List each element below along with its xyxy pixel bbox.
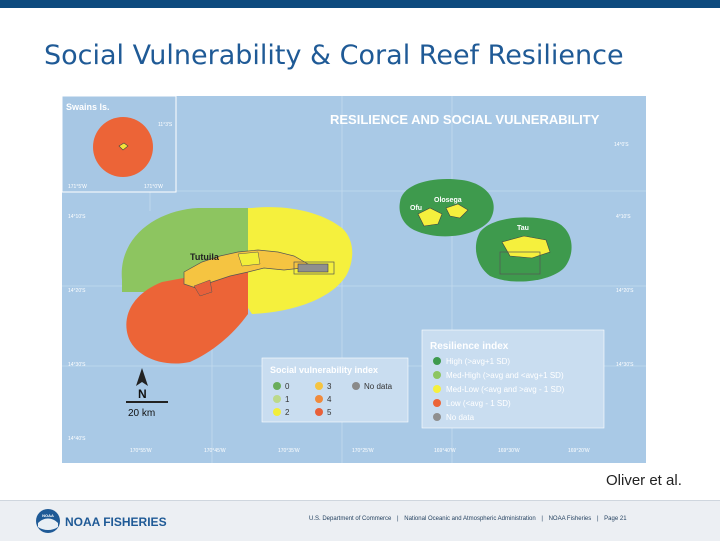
bottom-lon-4: 170°25'W xyxy=(352,448,374,454)
ofu-island xyxy=(417,207,443,227)
tutuila-district-high xyxy=(193,279,213,297)
ofu-label: Ofu xyxy=(410,205,422,212)
map-canvas: RESILIENCE AND SOCIAL VULNERABILITY Swai… xyxy=(62,96,646,463)
social-swatch-nodata xyxy=(352,382,360,390)
bottom-lon-3: 170°35'W xyxy=(278,448,300,454)
swains-lon-right: 171°0'W xyxy=(144,184,163,190)
resilience-legend-label-medhigh: Med-High (>avg and <avg+1 SD) xyxy=(446,371,564,380)
left-lat-4: 14°40'S xyxy=(68,436,86,442)
social-swatch-5 xyxy=(315,408,323,416)
social-legend-swatches xyxy=(273,382,360,416)
swains-lat-label: 11°3'S xyxy=(158,122,173,128)
resilience-legend-swatches xyxy=(433,357,441,421)
social-legend-label-1: 1 xyxy=(285,395,290,404)
right-lat-3: 14°20'S xyxy=(616,288,634,294)
north-label: N xyxy=(138,387,147,401)
tutuila-district-mid xyxy=(237,251,261,267)
left-lat-3: 14°30'S xyxy=(68,362,86,368)
right-lat-4: 14°30'S xyxy=(616,362,634,368)
credit-text: Oliver et al. xyxy=(606,472,682,489)
footer-divider-2: | xyxy=(541,516,543,522)
resilience-legend-label-high: High (>avg+1 SD) xyxy=(446,357,510,366)
olosega-label: Olosega xyxy=(434,197,462,204)
social-legend-box xyxy=(261,357,409,423)
scale-label: 20 km xyxy=(128,408,155,419)
social-legend-label-4: 4 xyxy=(327,395,332,404)
footer-divider-1: | xyxy=(397,516,399,522)
left-lat-1: 14°10'S xyxy=(68,214,86,220)
social-legend-label-2: 2 xyxy=(285,408,290,417)
tutuila-zone-low xyxy=(126,266,248,364)
footer-text: U.S. Department of Commerce | National O… xyxy=(309,516,627,522)
bottom-lon-2: 170°45'W xyxy=(204,448,226,454)
swains-lon-left: 171°5'W xyxy=(68,184,87,190)
social-swatch-2 xyxy=(273,408,281,416)
right-lat-top: 14°0'S xyxy=(614,142,629,148)
slide-title: Social Vulnerability & Coral Reef Resili… xyxy=(44,40,624,71)
social-legend-title: Social vulnerability index xyxy=(270,365,378,375)
top-accent-bar xyxy=(0,0,720,8)
social-swatch-4 xyxy=(315,395,323,403)
social-legend-label-5: 5 xyxy=(327,408,332,417)
left-lat-2: 14°20'S xyxy=(68,288,86,294)
map-title: RESILIENCE AND SOCIAL VULNERABILITY xyxy=(330,112,600,127)
footer-divider-3: | xyxy=(596,516,599,522)
bottom-lon-5: 169°40'W xyxy=(434,448,456,454)
social-legend-label-nodata: No data xyxy=(364,382,393,391)
resilience-swatch-low xyxy=(433,399,441,407)
noaa-emblem-wave xyxy=(38,518,58,530)
bottom-lon-7: 169°20'W xyxy=(568,448,590,454)
noaa-fisheries-logo: NOAA NOAA FISHERIES xyxy=(36,507,176,535)
tau-island xyxy=(501,235,551,259)
resilience-legend-box xyxy=(421,329,605,429)
footer-bar: NOAA NOAA FISHERIES U.S. Department of C… xyxy=(0,500,720,541)
social-legend-label-3: 3 xyxy=(327,382,332,391)
resilience-legend-label-medlow: Med-Low (<avg and >avg - 1 SD) xyxy=(446,385,565,394)
resilience-swatch-nodata xyxy=(433,413,441,421)
olosega-island xyxy=(445,203,469,219)
noaa-emblem-text: NOAA xyxy=(42,513,54,518)
north-arrow-icon xyxy=(136,368,148,386)
tau-label: Tau xyxy=(517,225,529,232)
resilience-swatch-medlow xyxy=(433,385,441,393)
resilience-legend-title: Resilience index xyxy=(430,341,509,352)
resilience-legend-label-low: Low (<avg - 1 SD) xyxy=(446,399,511,408)
tutuila-callout-box xyxy=(293,261,335,275)
aunuu-nodata xyxy=(297,263,329,273)
social-swatch-3 xyxy=(315,382,323,390)
footer-department: U.S. Department of Commerce xyxy=(309,516,392,522)
social-swatch-1 xyxy=(273,395,281,403)
footer-office: NOAA Fisheries xyxy=(548,516,592,522)
social-legend-label-0: 0 xyxy=(285,382,290,391)
swains-island xyxy=(118,142,129,151)
social-swatch-0 xyxy=(273,382,281,390)
resilience-swatch-high xyxy=(433,357,441,365)
resilience-legend-label-nodata: No data xyxy=(446,413,475,422)
right-lat-2: 4°10'S xyxy=(616,214,631,220)
tau-callout-box xyxy=(499,251,541,275)
swains-label: Swains Is. xyxy=(66,102,110,112)
resilience-map: RESILIENCE AND SOCIAL VULNERABILITY Swai… xyxy=(62,96,646,463)
tutuila-label: Tutuila xyxy=(190,252,220,262)
bottom-lon-6: 169°30'W xyxy=(498,448,520,454)
footer-page-number: Page 21 xyxy=(604,516,627,522)
resilience-swatch-medhigh xyxy=(433,371,441,379)
bottom-lon-1: 170°55'W xyxy=(130,448,152,454)
noaa-logo-text: NOAA FISHERIES xyxy=(65,515,167,529)
footer-agency: National Oceanic and Atmospheric Adminis… xyxy=(404,516,536,522)
